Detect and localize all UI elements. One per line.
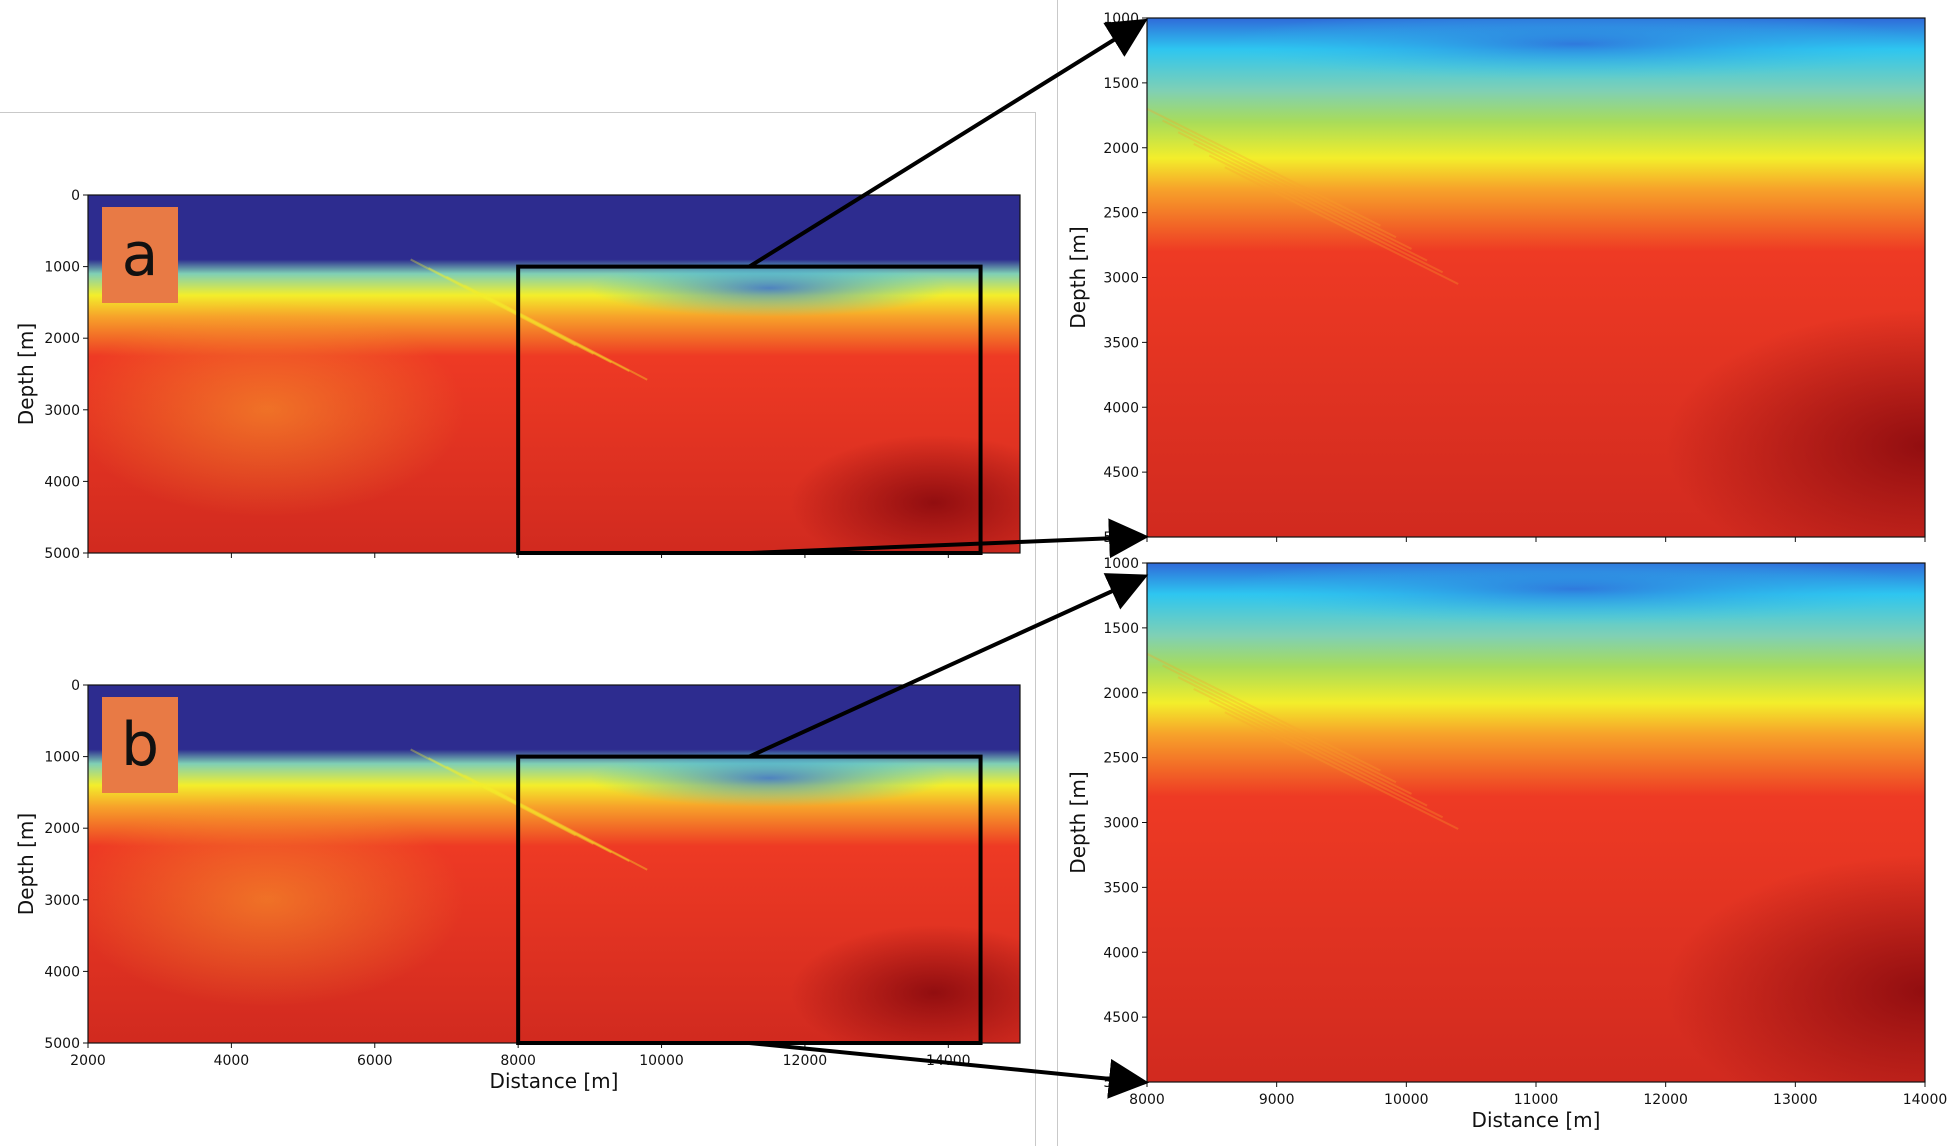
y-tick-label: 2000 [44,331,80,347]
y-tick-label: 1500 [1103,76,1139,92]
heatmap-image [1147,18,1925,537]
y-tick-label: 2500 [1103,751,1139,767]
y-tick-label: 2000 [44,821,80,837]
y-tick-label: 0 [71,678,80,694]
x-tick-label: 12000 [1643,1092,1688,1108]
y-axis-title: Depth [m] [1066,226,1090,328]
x-tick-label: 8000 [500,1053,536,1069]
x-tick-label: 10000 [1384,1092,1429,1108]
panel-label-box [102,207,178,303]
panel-label-box [102,697,178,793]
y-axis-title: Depth [m] [14,813,38,915]
screenshot-frame-top [0,112,1035,113]
x-axis-title: Distance [m] [1472,1108,1601,1132]
x-tick-label: 6000 [357,1053,393,1069]
y-tick-label: 3500 [1103,335,1139,351]
y-tick-label: 3000 [44,893,80,909]
y-axis-title: Depth [m] [1066,771,1090,873]
y-tick-label: 4000 [44,964,80,980]
x-axis-title: Distance [m] [490,1069,619,1093]
y-tick-label: 2000 [1103,141,1139,157]
x-tick-label: 12000 [783,1053,828,1069]
y-tick-label: 0 [71,188,80,204]
y-tick-label: 3000 [1103,271,1139,287]
x-tick-label: 14000 [1903,1092,1948,1108]
y-tick-label: 1000 [44,750,80,766]
y-tick-label: 4000 [44,474,80,490]
heatmap-image [88,685,1020,1043]
y-tick-label: 1000 [44,260,80,276]
screenshot-frame-right [1035,112,1036,1146]
y-tick-label: 3000 [1103,816,1139,832]
arrow-a-top [748,18,1148,269]
y-tick-label: 4000 [1103,400,1139,416]
y-tick-label: 5000 [44,546,80,562]
panel-a-full: 0 1000 2000 3000 4000 5000 Depth [m] a [14,188,1021,562]
screenshot-frame-divider [1057,0,1058,1146]
x-tick-label: 9000 [1259,1092,1295,1108]
x-tick-label: 8000 [1129,1092,1165,1108]
x-tick-label: 10000 [639,1053,684,1069]
x-tick-label: 11000 [1514,1092,1559,1108]
arrow-b-bottom [749,1041,1149,1099]
heatmap-image [1147,563,1925,1082]
zoom-arrows [748,18,1149,1099]
y-tick-label: 4500 [1103,465,1139,481]
arrow-a-bottom [749,518,1149,559]
y-tick-label: 5000 [44,1036,80,1052]
y-tick-label: 2500 [1103,206,1139,222]
x-tick-label: 4000 [214,1053,250,1069]
y-tick-label: 3000 [44,403,80,419]
y-tick-label: 2000 [1103,686,1139,702]
y-tick-label: 4500 [1103,1010,1139,1026]
panel-label: a [122,220,159,290]
x-tick-label: 13000 [1773,1092,1818,1108]
panel-label: b [121,710,159,780]
y-axis-title: Depth [m] [14,323,38,425]
y-tick-label: 1500 [1103,621,1139,637]
y-tick-label: 4000 [1103,945,1139,961]
x-tick-label: 2000 [70,1053,106,1069]
arrow-b-top [748,573,1149,759]
heatmap-image [88,195,1020,553]
y-tick-label: 1000 [1103,556,1139,572]
panel-b-zoom: 1000150020002500300035004000450050008000… [1066,556,1948,1132]
y-tick-label: 3500 [1103,880,1139,896]
y-tick-label: 1000 [1103,11,1139,27]
panel-a-zoom: 100015002000250030003500400045005000Dept… [1066,11,1926,546]
